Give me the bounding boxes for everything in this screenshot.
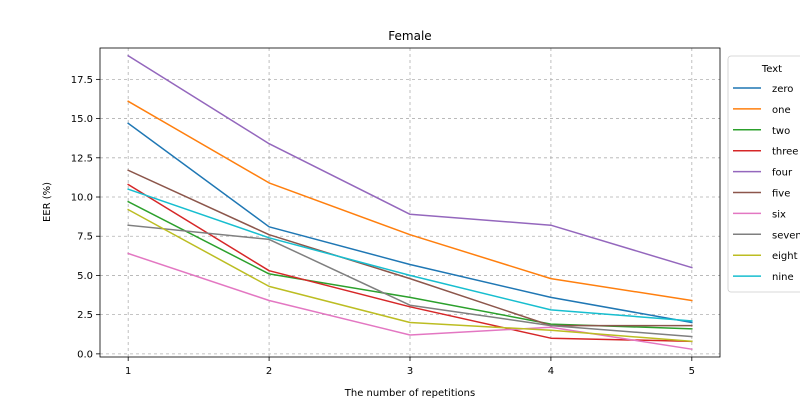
plot-frame [99,47,721,358]
series-line-one [127,100,693,302]
legend-label-nine: nine [772,272,794,283]
y-axis-title: EER (%) [42,182,53,222]
y-tick-label: 7.5 [77,232,93,243]
x-tick-label: 2 [266,366,272,377]
series-line-zero [127,122,693,324]
legend-label-three: three [772,147,798,158]
legend-label-eight: eight [772,251,798,262]
legend-label-five: five [772,189,790,200]
legend-label-four: four [772,168,793,179]
x-tick-label: 5 [689,366,695,377]
y-tick-label: 2.5 [77,310,93,321]
x-tick-label: 4 [548,366,554,377]
y-tick-label: 10.0 [71,193,93,204]
x-tick-label: 1 [125,366,131,377]
legend-title: Text [761,64,782,75]
legend-box [727,55,800,293]
legend-label-two: two [772,126,790,137]
series-line-three [127,183,693,343]
x-tick-label: 3 [407,366,413,377]
y-tick-label: 5.0 [77,271,93,282]
x-axis-title: The number of repetitions [344,388,475,399]
y-tick-label: 12.5 [71,153,93,164]
y-tick-label: 15.0 [71,114,93,125]
series-line-four [127,54,693,269]
axes: 1 2 3 4 5 0.0 2.5 5.0 7.5 10.0 12.5 15.0 17.5 [71,47,721,377]
legend-label-seven: seven [772,230,800,241]
legend-label-zero: zero [772,84,793,95]
legend-label-one: one [772,105,791,116]
chart-title: Female [388,29,431,43]
series-line-seven [127,224,693,338]
y-tick-label: 0.0 [77,349,93,360]
series-lines [127,54,693,351]
series-line-nine [127,188,693,322]
series-line-five [127,169,693,327]
legend-label-six: six [772,209,786,220]
y-tick-label: 17.5 [71,75,93,86]
series-line-eight [127,208,693,343]
legend: Text zero one two three four five six seven eight… [727,55,800,293]
